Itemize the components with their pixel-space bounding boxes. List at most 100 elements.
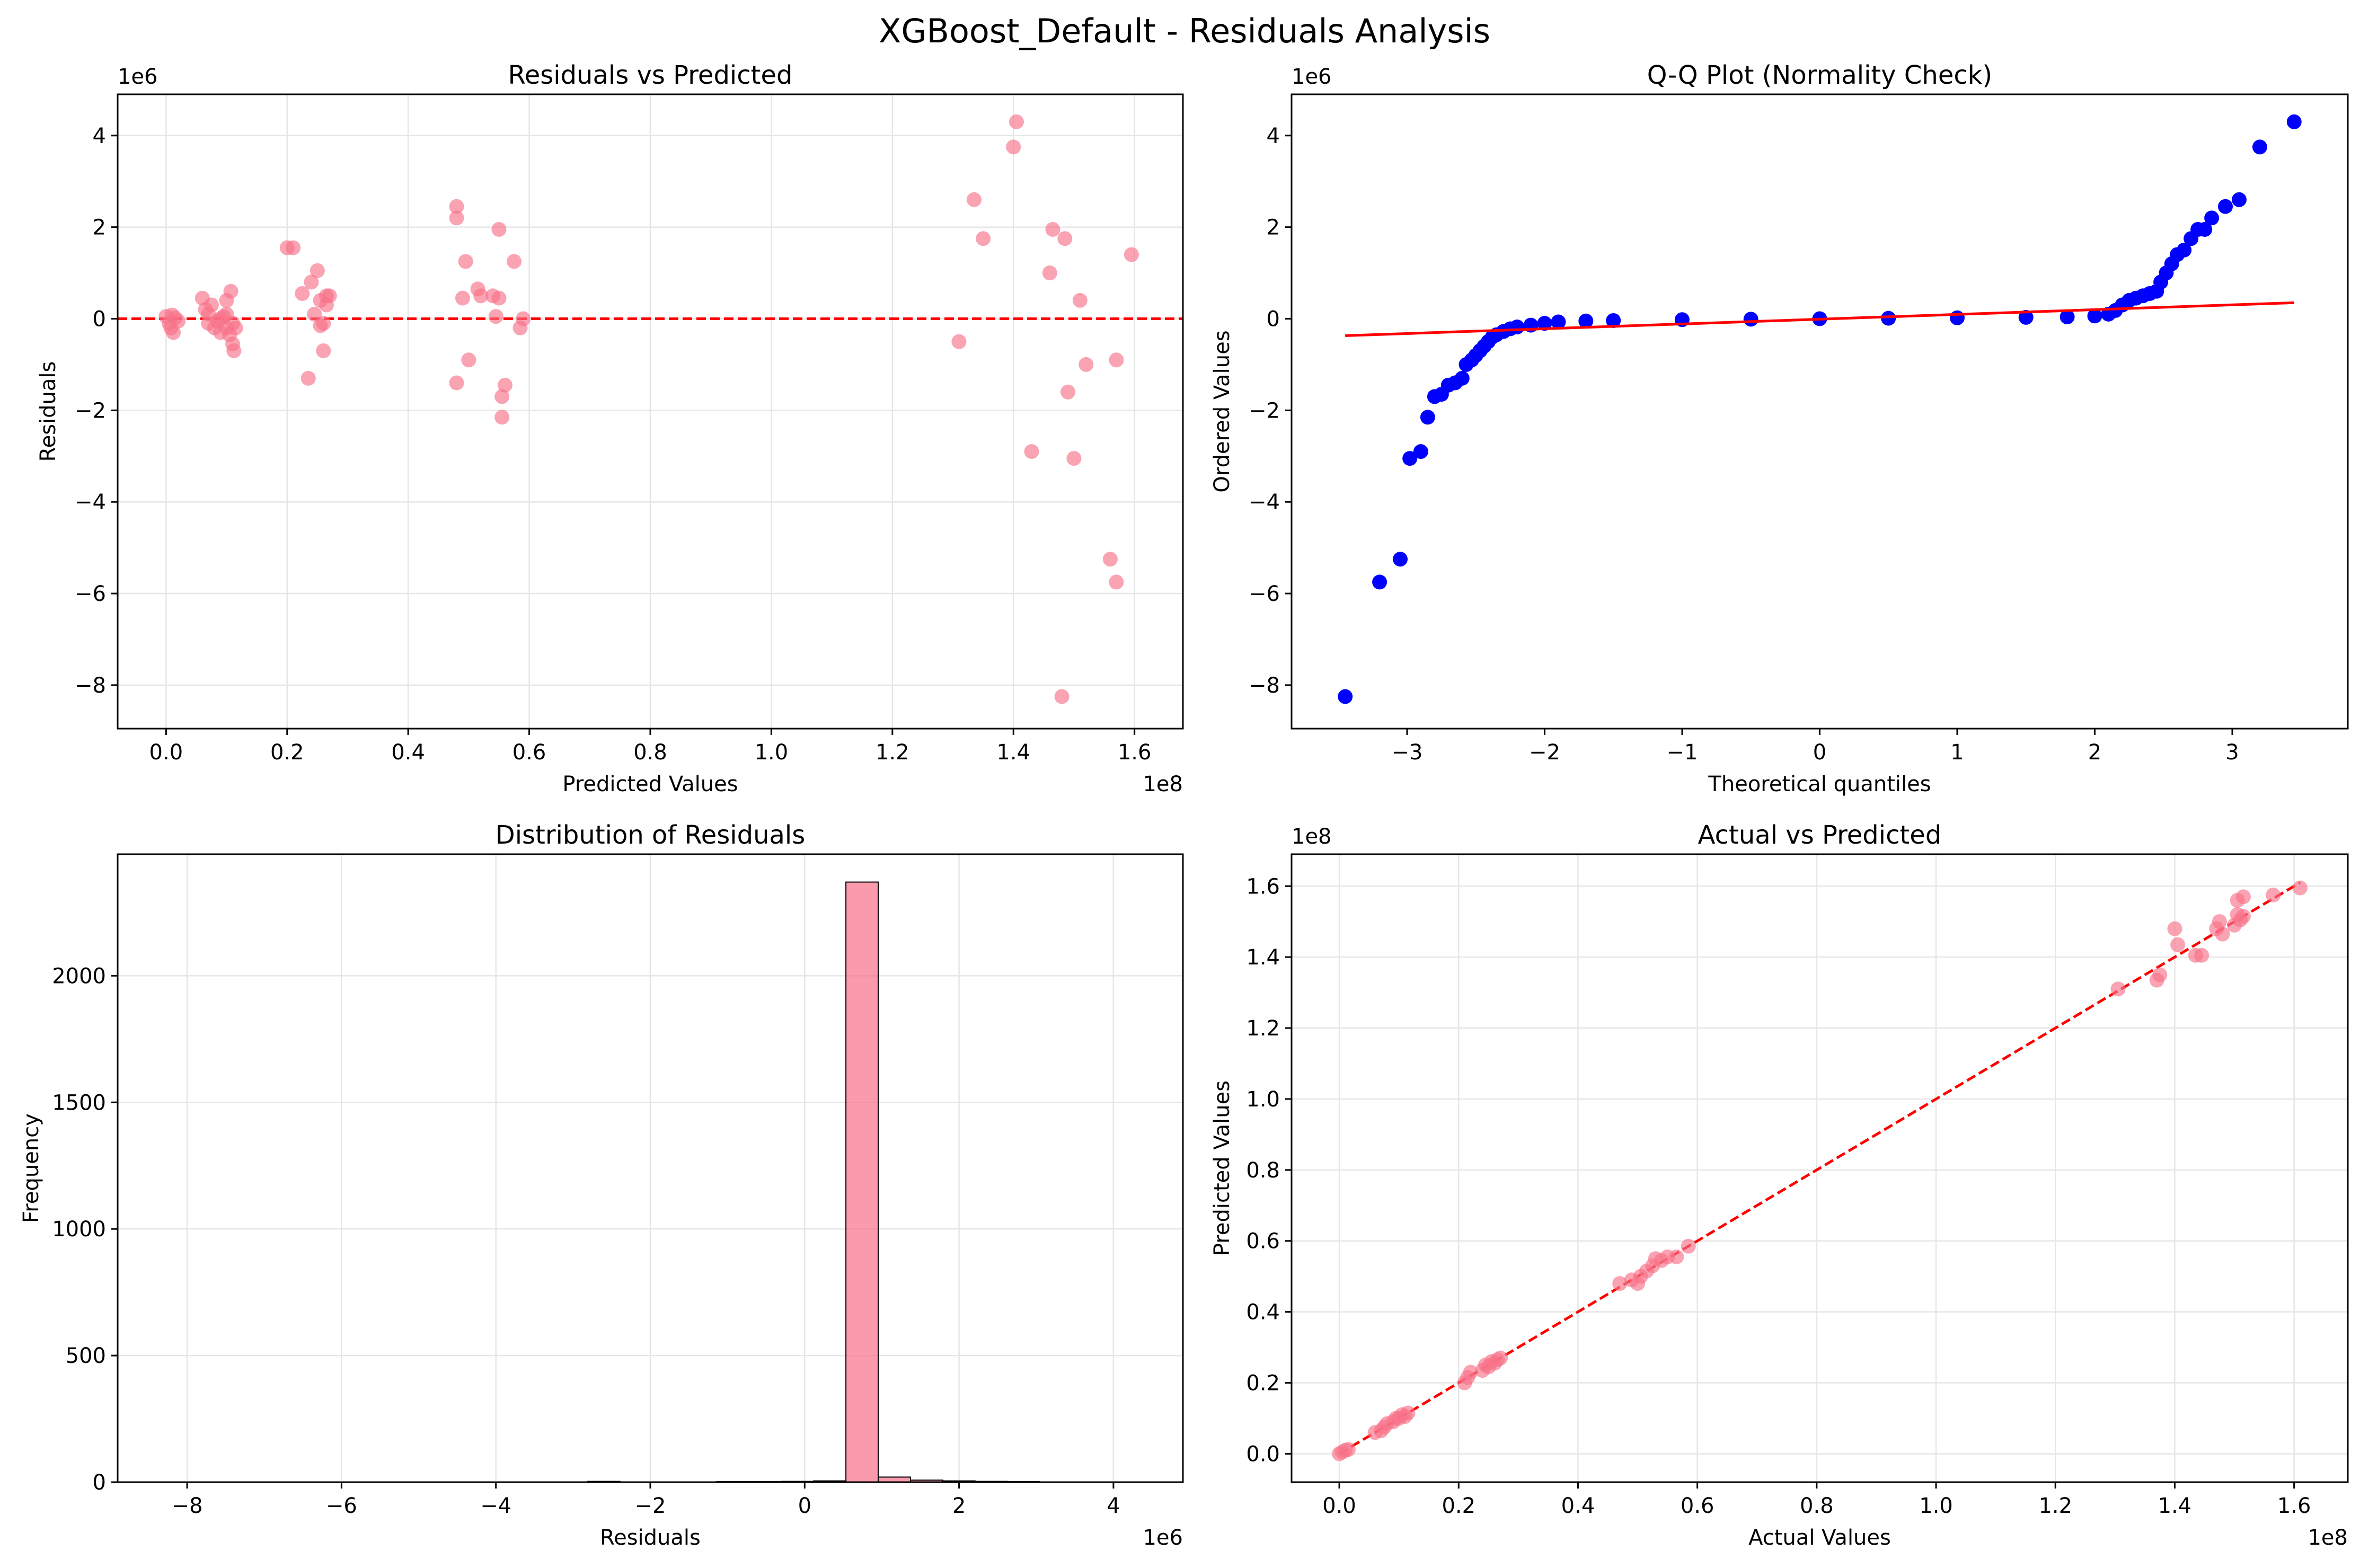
y-tick-label: −4	[1249, 490, 1280, 515]
figure-title: XGBoost_Default - Residuals Analysis	[0, 12, 2369, 50]
y-tick-label: −2	[75, 398, 106, 423]
qq-point	[1455, 371, 1470, 386]
data-point	[224, 284, 238, 299]
x-tick-label: −1	[1667, 740, 1698, 765]
y-tick-label: 1.0	[1246, 1087, 1280, 1112]
x-tick-label: 0	[798, 1494, 811, 1518]
x-tick-label: 0.4	[391, 740, 425, 765]
data-point	[310, 263, 325, 278]
x-tick-label: −6	[326, 1494, 357, 1518]
x-axis-label: Predicted Values	[562, 772, 738, 796]
qq-point	[1510, 320, 1525, 334]
data-point	[1055, 689, 1069, 704]
qq-point	[2204, 210, 2219, 225]
y-tick-label: −4	[75, 490, 106, 515]
x-tick-label: 2	[2088, 740, 2101, 765]
x-tick-label: 0.6	[512, 740, 546, 765]
x-tick-label: 0.0	[149, 740, 183, 765]
data-point	[2266, 888, 2280, 902]
x-axis-label: Theoretical quantiles	[1708, 772, 1931, 796]
data-point	[322, 288, 337, 303]
qq-point	[1413, 444, 1428, 459]
qq-point	[2287, 114, 2302, 129]
x-tick-label: 1.4	[996, 740, 1030, 765]
y-tick-label: 2000	[52, 964, 106, 988]
y-tick-label: 0	[93, 307, 106, 331]
data-point	[2170, 937, 2185, 952]
qq-point	[1338, 689, 1353, 704]
x-tick-label: 0.8	[1800, 1494, 1834, 1518]
data-point	[491, 291, 506, 306]
y-tick-label: −8	[1249, 674, 1280, 698]
y-axis-label: Predicted Values	[1210, 1080, 1234, 1256]
y-tick-label: −2	[1249, 398, 1280, 423]
y-tick-label: 0	[1267, 307, 1280, 331]
x-tick-label: 1.0	[1919, 1494, 1953, 1518]
x-tick-label: 1.2	[876, 740, 909, 765]
y-tick-label: 4	[93, 124, 106, 148]
y-axis-multiplier: 1e6	[118, 65, 158, 89]
y-tick-label: 0.4	[1246, 1300, 1280, 1325]
data-point	[449, 210, 464, 225]
qq-point	[1393, 552, 1408, 566]
x-tick-label: 4	[1107, 1494, 1120, 1518]
x-axis-multiplier: 1e8	[2308, 1526, 2348, 1550]
x-tick-label: 0.8	[633, 740, 667, 765]
data-point	[2110, 981, 2125, 996]
x-tick-label: 3	[2225, 740, 2239, 765]
data-point	[286, 241, 300, 255]
y-tick-label: 0	[93, 1470, 106, 1495]
axes-frame	[1292, 94, 2348, 729]
data-point	[455, 291, 470, 306]
data-point	[507, 254, 521, 269]
x-tick-label: 1.6	[1118, 740, 1152, 765]
qq-point	[2218, 199, 2233, 214]
y-tick-label: 500	[66, 1344, 106, 1368]
data-point	[301, 371, 316, 386]
y-tick-label: 4	[1267, 124, 1280, 148]
actual-vs-predicted-marks	[1332, 881, 2308, 1461]
residuals-distribution-marks	[168, 882, 1137, 1482]
x-tick-label: 0	[1813, 740, 1826, 765]
y-tick-label: 1500	[52, 1091, 106, 1115]
y-tick-label: −6	[75, 582, 106, 606]
data-point	[1073, 293, 1088, 308]
y-axis-multiplier: 1e8	[1292, 825, 1332, 849]
qq-point	[2232, 192, 2247, 207]
x-tick-label: 0.0	[1322, 1494, 1356, 1518]
x-tick-label: −4	[480, 1494, 511, 1518]
chart-title: Residuals vs Predicted	[508, 60, 793, 90]
data-point	[1341, 1442, 1356, 1457]
data-point	[2167, 922, 2182, 936]
data-point	[1109, 574, 1124, 589]
y-axis-label: Residuals	[36, 361, 60, 462]
data-point	[1060, 385, 1075, 400]
data-point	[449, 375, 464, 390]
data-point	[1066, 451, 1081, 466]
data-point	[1045, 222, 1060, 237]
data-point	[458, 254, 473, 269]
x-tick-label: −8	[172, 1494, 203, 1518]
data-point	[967, 192, 982, 207]
data-point	[171, 314, 185, 329]
x-tick-label: 2	[952, 1494, 966, 1518]
y-axis-label: Ordered Values	[1210, 330, 1234, 492]
data-point	[1057, 231, 1072, 246]
data-point	[204, 298, 219, 313]
chart-title: Actual vs Predicted	[1698, 820, 1942, 850]
data-point	[2215, 927, 2230, 942]
data-point	[498, 378, 512, 393]
data-point	[489, 309, 503, 324]
data-point	[951, 334, 966, 349]
x-tick-label: 1.0	[755, 740, 789, 765]
data-point	[1669, 1250, 1684, 1264]
x-tick-label: 1.6	[2277, 1494, 2311, 1518]
data-point	[494, 410, 509, 424]
data-point	[2194, 948, 2209, 963]
data-point	[1103, 552, 1118, 566]
data-point	[2293, 881, 2308, 896]
x-tick-label: −2	[1529, 740, 1560, 765]
